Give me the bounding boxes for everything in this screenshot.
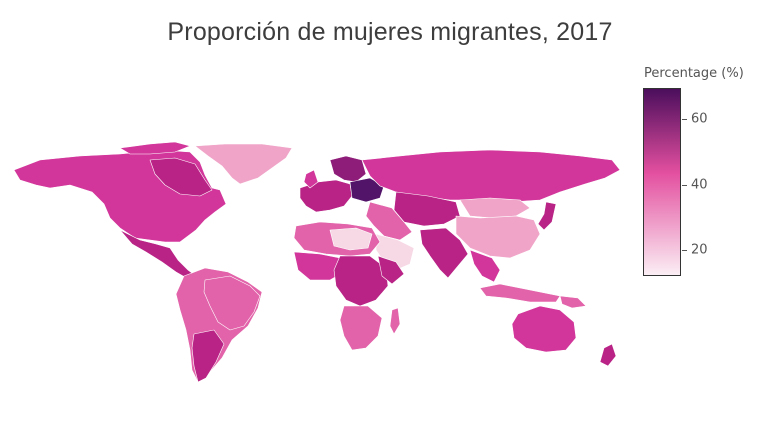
legend-tick-40 — [682, 185, 687, 186]
region-greenland[interactable] — [194, 143, 293, 185]
region-eastern-europe[interactable] — [349, 177, 385, 203]
region-argentina[interactable] — [191, 329, 225, 383]
region-southern-africa[interactable] — [339, 305, 383, 351]
legend-title: Percentage (%) — [644, 66, 744, 81]
region-canada-east[interactable] — [149, 157, 213, 197]
world-choropleth-map[interactable] — [0, 130, 640, 390]
legend-colorbar — [643, 88, 681, 276]
region-arctic-islands[interactable] — [119, 141, 191, 155]
legend-tick-label-60: 60 — [691, 111, 708, 127]
region-china[interactable] — [455, 215, 541, 259]
region-central-africa[interactable] — [333, 255, 389, 307]
region-indonesia[interactable] — [479, 283, 561, 303]
region-new-zealand[interactable] — [599, 343, 617, 367]
legend-tick-label-40: 40 — [691, 177, 708, 193]
region-libya-egypt[interactable] — [329, 227, 373, 251]
legend-tick-20 — [682, 250, 687, 251]
region-australia[interactable] — [511, 305, 577, 353]
region-papua[interactable] — [559, 295, 587, 309]
region-japan[interactable] — [537, 201, 557, 231]
region-southeast-asia[interactable] — [469, 249, 501, 283]
color-legend: Percentage (%) 60 40 20 — [640, 66, 770, 286]
region-south-asia[interactable] — [419, 227, 469, 279]
region-horn-of-africa[interactable] — [377, 255, 405, 285]
region-mongolia[interactable] — [459, 197, 531, 219]
legend-tick-label-20: 20 — [691, 242, 708, 258]
region-brazil[interactable] — [203, 275, 261, 331]
region-madagascar[interactable] — [389, 307, 401, 335]
legend-tick-60 — [682, 119, 687, 120]
map-title: Proporción de mujeres migrantes, 2017 — [167, 18, 613, 46]
region-western-europe[interactable] — [299, 179, 353, 213]
region-uk[interactable] — [303, 169, 319, 189]
region-scandinavia[interactable] — [329, 155, 367, 183]
region-middle-east[interactable] — [365, 201, 413, 241]
